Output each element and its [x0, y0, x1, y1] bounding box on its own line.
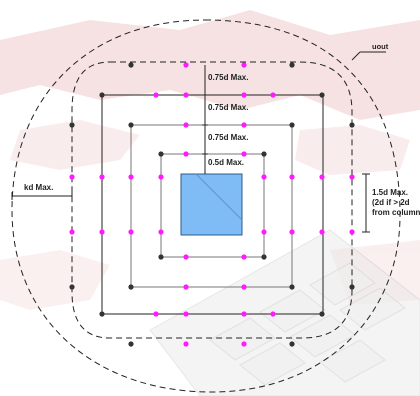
stud — [183, 62, 189, 68]
stud — [289, 174, 295, 180]
stud — [319, 311, 325, 317]
outer-control-perimeter — [11, 19, 401, 393]
side-label-line-1: 1.5d Max. — [372, 188, 408, 197]
stud — [349, 122, 355, 128]
side-label-line-3: from column — [372, 208, 420, 217]
outer-studs — [69, 62, 355, 347]
stud — [99, 174, 105, 180]
stud — [183, 284, 189, 290]
stud — [128, 122, 134, 128]
stud — [241, 254, 247, 260]
stud — [241, 62, 247, 68]
stud — [183, 92, 189, 98]
stud — [349, 174, 355, 180]
stud — [99, 229, 105, 235]
stud — [183, 341, 189, 347]
stud — [183, 151, 189, 157]
stud — [158, 229, 164, 235]
uout-leader-diag — [351, 51, 361, 61]
stud — [158, 174, 164, 180]
stud — [261, 151, 267, 157]
stud — [289, 284, 295, 290]
stud — [289, 341, 295, 347]
stud — [183, 311, 189, 317]
stud — [289, 229, 295, 235]
uout-label: uout — [372, 42, 389, 51]
stud — [349, 284, 355, 290]
stud — [241, 311, 247, 317]
stud — [69, 284, 75, 290]
stud — [128, 62, 134, 68]
spacing-label-1: 0.75d Max. — [208, 73, 248, 82]
stud — [128, 284, 134, 290]
stud-perimeter-3 — [101, 94, 324, 315]
stud — [183, 122, 189, 128]
stud — [319, 92, 325, 98]
stud — [289, 62, 295, 68]
spacing-label-2: 0.75d Max. — [208, 103, 248, 112]
stud — [241, 92, 247, 98]
stud — [241, 341, 247, 347]
stud — [270, 311, 276, 317]
stud — [270, 92, 276, 98]
stud — [158, 254, 164, 260]
stud — [261, 229, 267, 235]
stud — [261, 174, 267, 180]
stud — [69, 229, 75, 235]
column-diagonal — [195, 173, 243, 221]
stud — [99, 311, 105, 317]
stud — [153, 311, 159, 317]
stud — [319, 229, 325, 235]
first-perimeter-label: 0.5d Max. — [208, 158, 244, 167]
stud — [128, 174, 134, 180]
stud — [183, 254, 189, 260]
stud — [69, 122, 75, 128]
stud — [289, 122, 295, 128]
inner-dashed-perimeter — [71, 61, 353, 339]
stud — [128, 341, 134, 347]
stud — [241, 151, 247, 157]
stud — [153, 92, 159, 98]
stud — [349, 229, 355, 235]
stud — [241, 122, 247, 128]
side-label-line-2: (2d if > 2d — [372, 198, 410, 207]
stud-perimeter-1 — [160, 153, 265, 258]
stud — [99, 92, 105, 98]
stud — [69, 174, 75, 180]
stud — [319, 174, 325, 180]
spacing-label-3: 0.75d Max. — [208, 133, 248, 142]
stud — [261, 254, 267, 260]
stud — [128, 229, 134, 235]
stud-perimeter-2 — [130, 124, 293, 288]
stud — [241, 284, 247, 290]
inner-studs — [69, 62, 355, 347]
column — [180, 173, 243, 236]
kd-label: kd Max. — [24, 183, 53, 192]
stud — [158, 151, 164, 157]
